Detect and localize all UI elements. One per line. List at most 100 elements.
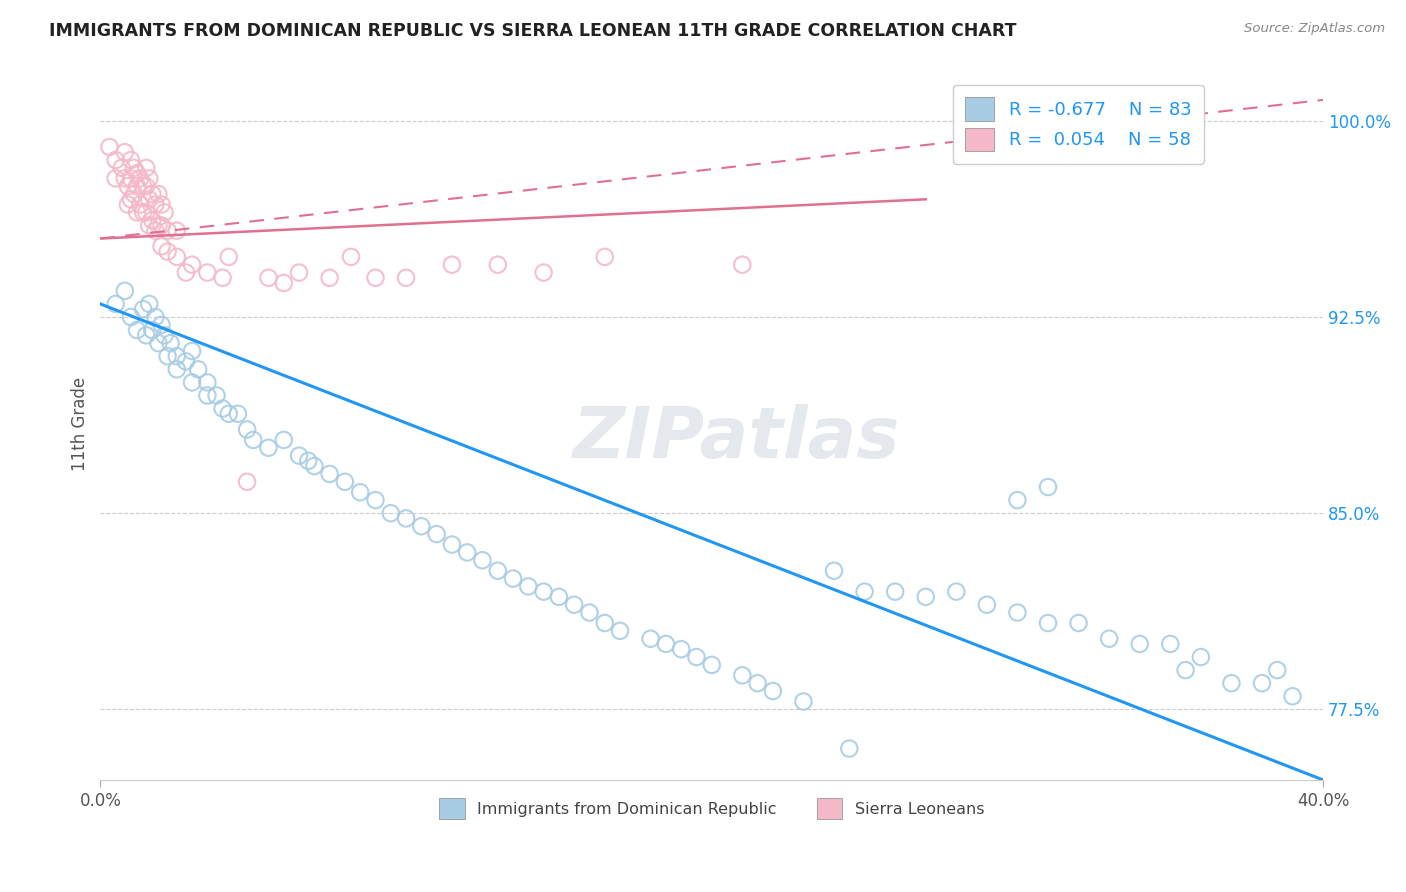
Point xyxy=(153,205,176,219)
Point xyxy=(141,187,163,202)
Point xyxy=(440,537,463,551)
Point xyxy=(195,266,218,280)
Point xyxy=(236,422,259,436)
Point xyxy=(823,564,845,578)
Point xyxy=(304,459,326,474)
Point xyxy=(349,485,371,500)
Point xyxy=(125,166,148,180)
Point xyxy=(288,449,311,463)
Point xyxy=(120,192,142,206)
Point xyxy=(114,145,136,160)
Point xyxy=(593,250,616,264)
Point xyxy=(380,506,402,520)
Point xyxy=(205,388,228,402)
Point xyxy=(945,584,967,599)
Point xyxy=(117,179,139,194)
Point xyxy=(318,270,340,285)
Point xyxy=(853,584,876,599)
Point xyxy=(195,388,218,402)
Point xyxy=(1098,632,1121,646)
Point xyxy=(838,741,860,756)
Point xyxy=(195,376,218,390)
Point xyxy=(578,606,600,620)
Point xyxy=(166,362,188,376)
Point xyxy=(148,219,170,233)
Point xyxy=(685,650,707,665)
Point xyxy=(1159,637,1181,651)
Point xyxy=(135,161,157,175)
Point xyxy=(976,598,998,612)
Point xyxy=(792,694,814,708)
Text: ZIPatlas: ZIPatlas xyxy=(572,404,900,473)
Point xyxy=(104,171,127,186)
Point xyxy=(181,376,204,390)
Point xyxy=(486,564,509,578)
Point xyxy=(150,219,173,233)
Point xyxy=(166,250,188,264)
Point xyxy=(141,213,163,227)
Point xyxy=(125,323,148,337)
Point xyxy=(1220,676,1243,690)
Point xyxy=(747,676,769,690)
Point xyxy=(762,684,785,698)
Point xyxy=(242,433,264,447)
Point xyxy=(364,270,387,285)
Point xyxy=(138,192,160,206)
Point xyxy=(159,336,181,351)
Point xyxy=(1007,493,1029,508)
Point xyxy=(533,266,555,280)
Point xyxy=(257,441,280,455)
Point xyxy=(156,224,179,238)
Point xyxy=(187,362,209,376)
Point xyxy=(700,657,723,672)
Point xyxy=(226,407,249,421)
Point xyxy=(166,224,188,238)
Point xyxy=(288,266,311,280)
Point xyxy=(1251,676,1274,690)
Point xyxy=(340,250,363,264)
Point xyxy=(1036,615,1059,630)
Point xyxy=(181,258,204,272)
Point xyxy=(148,336,170,351)
Point xyxy=(533,584,555,599)
Point xyxy=(150,239,173,253)
Point xyxy=(132,179,155,194)
Point xyxy=(1281,690,1303,704)
Point xyxy=(640,632,662,646)
Point xyxy=(562,598,585,612)
Point xyxy=(129,171,152,186)
Point xyxy=(1036,480,1059,494)
Point xyxy=(98,140,121,154)
Point xyxy=(411,519,433,533)
Point xyxy=(104,297,127,311)
Point xyxy=(156,349,179,363)
Point xyxy=(273,276,295,290)
Point xyxy=(181,343,204,358)
Point xyxy=(174,354,197,368)
Point xyxy=(669,642,692,657)
Point xyxy=(111,161,134,175)
Legend: Immigrants from Dominican Republic, Sierra Leoneans: Immigrants from Dominican Republic, Sier… xyxy=(433,792,991,825)
Point xyxy=(211,401,233,416)
Point xyxy=(211,270,233,285)
Point xyxy=(122,161,145,175)
Point xyxy=(150,318,173,332)
Text: IMMIGRANTS FROM DOMINICAN REPUBLIC VS SIERRA LEONEAN 11TH GRADE CORRELATION CHAR: IMMIGRANTS FROM DOMINICAN REPUBLIC VS SI… xyxy=(49,22,1017,40)
Point xyxy=(153,328,176,343)
Point xyxy=(117,197,139,211)
Point xyxy=(166,349,188,363)
Point xyxy=(114,171,136,186)
Point xyxy=(120,153,142,167)
Point xyxy=(148,187,170,202)
Point xyxy=(731,258,754,272)
Point xyxy=(609,624,631,638)
Point xyxy=(884,584,907,599)
Y-axis label: 11th Grade: 11th Grade xyxy=(72,377,89,471)
Point xyxy=(145,197,167,211)
Point xyxy=(218,250,240,264)
Point xyxy=(364,493,387,508)
Point xyxy=(145,310,167,324)
Point xyxy=(135,179,157,194)
Point xyxy=(132,302,155,317)
Point xyxy=(129,197,152,211)
